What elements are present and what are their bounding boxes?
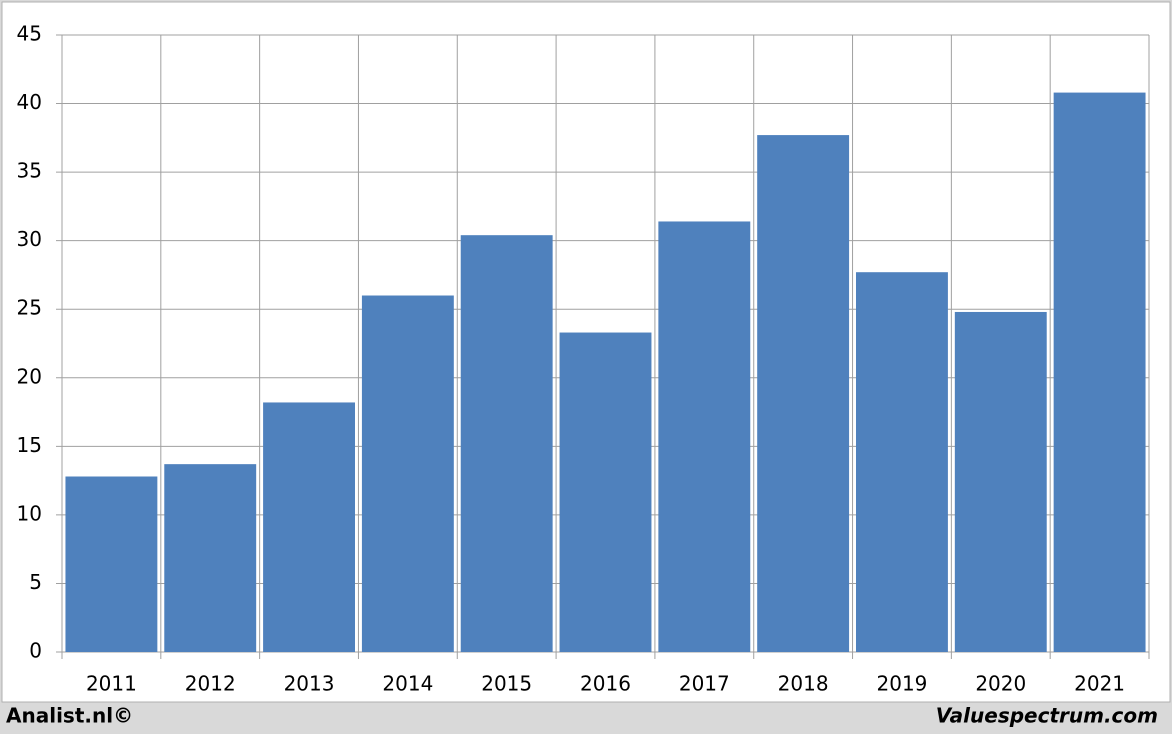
footer-right: Valuespectrum.com — [936, 704, 1158, 728]
x-tick-label: 2015 — [481, 672, 532, 696]
x-tick-label: 2013 — [284, 672, 335, 696]
y-tick-label: 5 — [29, 570, 42, 594]
y-tick-label: 35 — [17, 159, 42, 183]
y-tick-label: 30 — [17, 227, 42, 251]
bar — [559, 332, 652, 652]
bar — [757, 135, 850, 652]
x-tick-label: 2011 — [86, 672, 137, 696]
x-tick-label: 2018 — [778, 672, 829, 696]
y-tick-label: 0 — [29, 639, 42, 663]
bar — [658, 221, 751, 652]
x-tick-label: 2012 — [185, 672, 236, 696]
y-tick-label: 10 — [17, 501, 42, 525]
y-tick-label: 15 — [17, 433, 42, 457]
x-tick-label: 2019 — [877, 672, 928, 696]
bar — [1053, 92, 1146, 652]
bar — [460, 235, 553, 652]
x-tick-label: 2017 — [679, 672, 730, 696]
x-tick-label: 2016 — [580, 672, 631, 696]
x-tick-label: 2021 — [1074, 672, 1125, 696]
bar — [856, 272, 948, 652]
bar — [65, 476, 158, 652]
x-tick-label: 2020 — [975, 672, 1026, 696]
y-tick-label: 45 — [17, 22, 42, 46]
bar — [263, 402, 355, 652]
y-tick-label: 40 — [17, 90, 42, 114]
bar — [954, 311, 1047, 652]
y-tick-label: 20 — [17, 364, 42, 388]
footer-left: Analist.nl© — [6, 704, 133, 728]
x-tick-label: 2014 — [382, 672, 433, 696]
bar — [361, 295, 454, 652]
bar — [164, 464, 257, 652]
y-tick-label: 25 — [17, 296, 42, 320]
